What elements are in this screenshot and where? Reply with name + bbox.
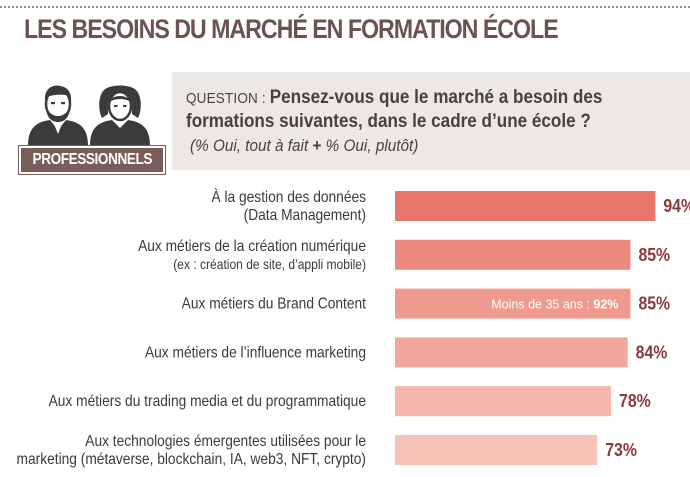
- value-label-5: 73%: [605, 440, 637, 460]
- value-label-0: 94%: [663, 196, 690, 216]
- people-illustration: [28, 85, 150, 146]
- value-label-3: 84%: [636, 342, 668, 362]
- category-label-1-1: (ex : création de site, d’appli mobile): [173, 256, 366, 272]
- badge-label: PROFESSIONNELS: [32, 151, 152, 168]
- question-note-plus: +: [312, 136, 322, 155]
- value-label-2: 85%: [638, 294, 670, 314]
- woman-icon: [90, 85, 150, 146]
- bar-5: [395, 435, 598, 465]
- bar-1: [395, 239, 631, 270]
- category-label-1-0: Aux métiers de la création numérique: [138, 238, 366, 255]
- category-label-3-0: Aux métiers de l’influence marketing: [145, 344, 366, 361]
- bar-0: [395, 191, 656, 221]
- bar-3: [395, 337, 628, 368]
- annotation-label: Moins de 35 ans : 92%: [491, 298, 618, 312]
- question-text-1: Pensez-vous que le marché a besoin des: [269, 87, 603, 108]
- man-icon: [28, 85, 88, 146]
- bar-2: [395, 288, 631, 319]
- question-note-a: (% Oui, tout à fait: [190, 136, 313, 155]
- bar-4: [395, 386, 612, 417]
- question-prefix: QUESTION :: [186, 90, 270, 107]
- category-label-5-1: marketing (métaverse, blockchain, IA, we…: [17, 451, 366, 468]
- category-label-0-1: (Data Management): [244, 207, 366, 224]
- professionnels-badge: PROFESSIONNELS: [19, 146, 165, 174]
- category-label-2-0: Aux métiers du Brand Content: [182, 296, 367, 313]
- question-box: QUESTION : Pensez-vous que le marché a b…: [172, 72, 690, 170]
- category-label-4-0: Aux métiers du trading media et du progr…: [49, 393, 366, 410]
- category-label-0-0: À la gestion des données: [211, 187, 366, 206]
- question-line-2: formations suivantes, dans le cadre d’un…: [186, 111, 591, 132]
- question-note: (% Oui, tout à fait + % Oui, plutôt): [190, 136, 418, 156]
- question-note-b: % Oui, plutôt): [321, 136, 419, 155]
- page-title: LES BESOINS DU MARCHÉ EN FORMATION ÉCOLE: [24, 14, 559, 44]
- value-label-1: 85%: [638, 245, 670, 265]
- value-label-4: 78%: [619, 391, 651, 411]
- question-line-1: QUESTION : Pensez-vous que le marché a b…: [186, 86, 636, 111]
- annotation-value: 92%: [593, 298, 618, 312]
- category-label-5-0: Aux technologies émergentes utilisées po…: [85, 433, 366, 450]
- top-dotted-rule: [0, 6, 690, 8]
- annotation-prefix: Moins de 35 ans :: [491, 298, 593, 312]
